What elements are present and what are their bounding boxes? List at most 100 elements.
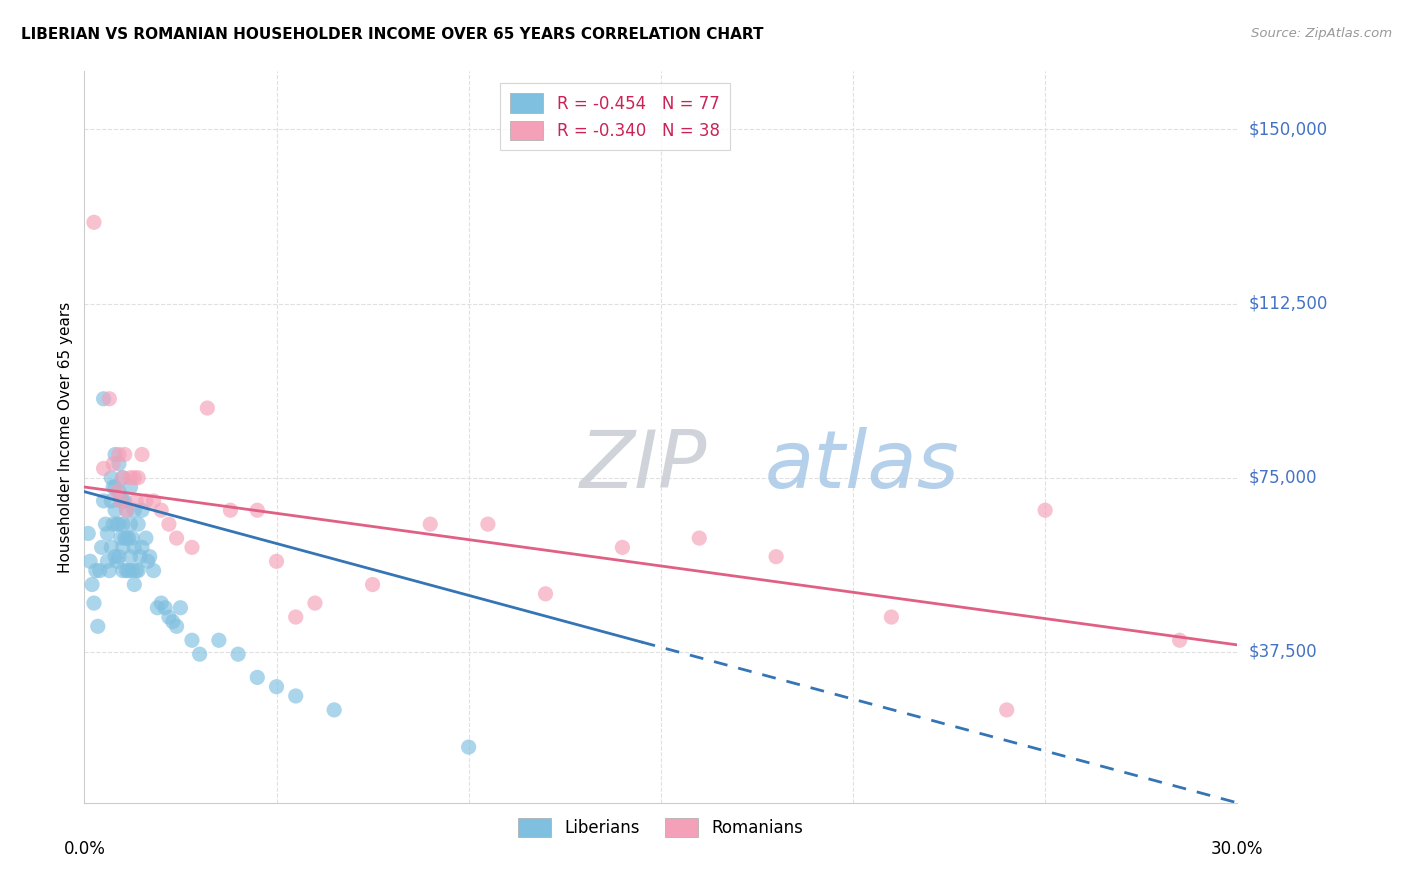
Point <box>688 531 710 545</box>
Point <box>219 503 242 517</box>
Point <box>125 564 148 578</box>
Point <box>266 680 288 694</box>
Point <box>105 484 128 499</box>
Point <box>111 471 134 485</box>
Point <box>114 448 136 462</box>
Point <box>110 494 132 508</box>
Point <box>104 480 127 494</box>
Point <box>181 633 204 648</box>
Point <box>111 494 134 508</box>
Point <box>84 564 107 578</box>
Point <box>157 517 180 532</box>
Point <box>131 448 153 462</box>
Point <box>284 689 307 703</box>
Point <box>477 517 499 532</box>
Point <box>110 494 132 508</box>
Point <box>157 610 180 624</box>
Point <box>142 494 165 508</box>
Point <box>284 610 307 624</box>
Point <box>127 564 149 578</box>
Point <box>111 471 134 485</box>
Point <box>138 549 160 564</box>
Point <box>115 564 138 578</box>
Point <box>96 526 118 541</box>
Point <box>150 596 173 610</box>
Point <box>94 517 117 532</box>
Text: atlas: atlas <box>765 427 959 506</box>
Point <box>121 531 143 545</box>
Point <box>111 541 134 555</box>
Text: 30.0%: 30.0% <box>1211 840 1264 858</box>
Point <box>105 517 128 532</box>
Point <box>111 517 134 532</box>
Point <box>131 541 153 555</box>
Point <box>534 587 557 601</box>
Point <box>100 471 122 485</box>
Point <box>246 503 269 517</box>
Point <box>108 484 131 499</box>
Point <box>166 619 188 633</box>
Point <box>117 531 139 545</box>
Point <box>98 392 121 406</box>
Text: LIBERIAN VS ROMANIAN HOUSEHOLDER INCOME OVER 65 YEARS CORRELATION CHART: LIBERIAN VS ROMANIAN HOUSEHOLDER INCOME … <box>21 27 763 42</box>
Point <box>323 703 346 717</box>
Point <box>103 457 124 471</box>
Point <box>110 531 132 545</box>
Point <box>142 564 165 578</box>
Point <box>111 564 134 578</box>
Point <box>79 554 101 568</box>
Point <box>100 494 122 508</box>
Text: $150,000: $150,000 <box>1249 120 1327 138</box>
Point <box>93 392 115 406</box>
Point <box>162 615 184 629</box>
Point <box>83 596 105 610</box>
Point <box>208 633 231 648</box>
Text: $112,500: $112,500 <box>1249 294 1327 312</box>
Point <box>361 577 384 591</box>
Point <box>125 494 148 508</box>
Text: 0.0%: 0.0% <box>63 840 105 858</box>
Point <box>195 401 218 415</box>
Point <box>115 503 138 517</box>
Point <box>103 517 124 532</box>
Point <box>108 448 131 462</box>
Point <box>115 531 138 545</box>
Point <box>77 526 100 541</box>
Point <box>135 531 157 545</box>
Point <box>419 517 441 532</box>
Legend: Liberians, Romanians: Liberians, Romanians <box>509 810 813 846</box>
Point <box>96 554 118 568</box>
Point <box>169 600 191 615</box>
Point <box>166 531 188 545</box>
Point <box>246 670 269 684</box>
Point <box>131 503 153 517</box>
Point <box>136 554 159 568</box>
Point <box>880 610 903 624</box>
Point <box>87 619 110 633</box>
Point <box>1168 633 1191 648</box>
Point <box>765 549 787 564</box>
Point <box>150 503 173 517</box>
Point <box>129 549 152 564</box>
Text: $75,000: $75,000 <box>1249 468 1317 487</box>
Point <box>114 531 136 545</box>
Point <box>266 554 288 568</box>
Point <box>105 554 128 568</box>
Point <box>124 503 146 517</box>
Point <box>188 647 211 661</box>
Point <box>304 596 326 610</box>
Point <box>121 564 143 578</box>
Point <box>1033 503 1056 517</box>
Text: ZIP: ZIP <box>579 427 707 506</box>
Point <box>108 549 131 564</box>
Text: $37,500: $37,500 <box>1249 643 1317 661</box>
Point <box>93 461 115 475</box>
Point <box>108 457 131 471</box>
Point <box>127 517 149 532</box>
Point <box>80 577 103 591</box>
Point <box>124 471 146 485</box>
Point <box>124 541 146 555</box>
Point <box>153 600 176 615</box>
Point <box>93 494 115 508</box>
Point <box>98 564 121 578</box>
